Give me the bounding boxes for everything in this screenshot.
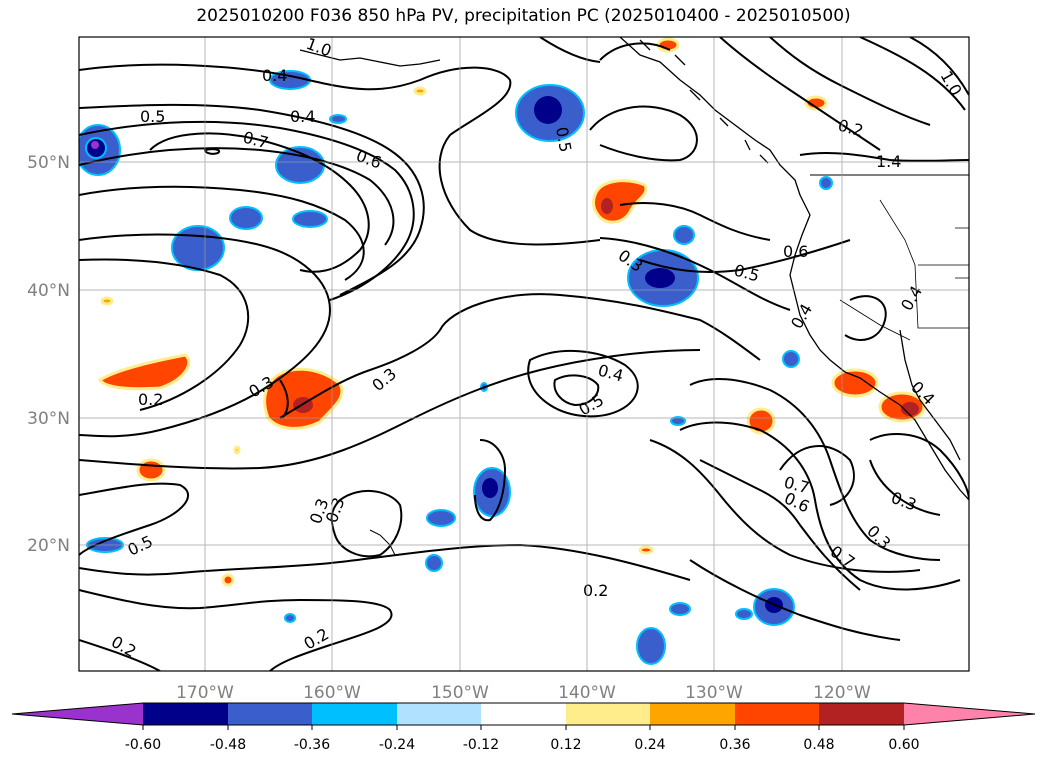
lat-tick-label: 20°N: [27, 536, 70, 556]
contour-label: 0.2: [583, 581, 608, 600]
colorbar-label: -0.36: [294, 737, 330, 753]
coastline: [299, 37, 969, 556]
colorbar-segment: [650, 703, 735, 725]
colorbar-label: 0.36: [719, 737, 750, 753]
lat-tick-label: 40°N: [27, 281, 70, 301]
precip-positive: [97, 37, 926, 587]
colorbar-label: 0.60: [888, 737, 919, 753]
colorbar-label: -0.12: [463, 737, 499, 753]
colorbar-segment: [397, 703, 481, 725]
colorbar-segment: [735, 703, 819, 725]
colorbar-segment: [143, 703, 228, 725]
colorbar-extend-max: [904, 703, 1035, 725]
contour-label: 0.4: [262, 66, 287, 85]
plot-frame: [78, 36, 970, 672]
lon-tick-label: 140°W: [558, 683, 616, 703]
map-title: 2025010200 F036 850 hPa PV, precipitatio…: [196, 6, 851, 26]
precip-anomaly-fill: [79, 37, 926, 665]
colorbar-label: -0.60: [125, 737, 161, 753]
pv-contours: [79, 37, 969, 671]
colorbar-label: -0.48: [210, 737, 246, 753]
colorbar-segment: [566, 703, 650, 725]
colorbar-segment: [228, 703, 312, 725]
colorbar-label: 0.48: [803, 737, 834, 753]
contour-label: 0.4: [290, 107, 315, 126]
colorbar: -0.60 -0.48 -0.36 -0.24 -0.12 0.12 0.24 …: [11, 702, 1036, 753]
lon-tick-label: 160°W: [303, 683, 361, 703]
lon-axis-labels: 170°W 160°W 150°W 140°W 130°W 120°W: [176, 683, 871, 703]
colorbar-label: 0.24: [634, 737, 665, 753]
lat-axis-labels: 50°N 40°N 30°N 20°N: [27, 153, 70, 556]
precip-negative: [79, 70, 833, 665]
contour-label: 0.6: [783, 242, 808, 261]
lon-tick-label: 150°W: [431, 683, 489, 703]
contour-label: 0.5: [552, 125, 575, 153]
lon-tick-label: 120°W: [813, 683, 871, 703]
colorbar-segment: [819, 703, 904, 725]
lon-tick-label: 170°W: [176, 683, 234, 703]
colorbar-segment: [312, 703, 397, 725]
colorbar-extend-min: [12, 703, 143, 725]
contour-label: 0.5: [140, 107, 165, 126]
contour-label: 0.2: [138, 390, 163, 409]
gridlines: [79, 37, 969, 671]
colorbar-segment: [481, 703, 566, 725]
map-plot-area: 0.4 0.5 0.4 0.7 0.6 0.3 0.5 0.3 0.3 0.2 …: [79, 37, 969, 671]
lat-tick-label: 30°N: [27, 409, 70, 429]
colorbar-label: -0.24: [379, 737, 415, 753]
lat-tick-label: 50°N: [27, 153, 70, 173]
lon-tick-label: 130°W: [685, 683, 743, 703]
colorbar-label: 0.12: [550, 737, 581, 753]
